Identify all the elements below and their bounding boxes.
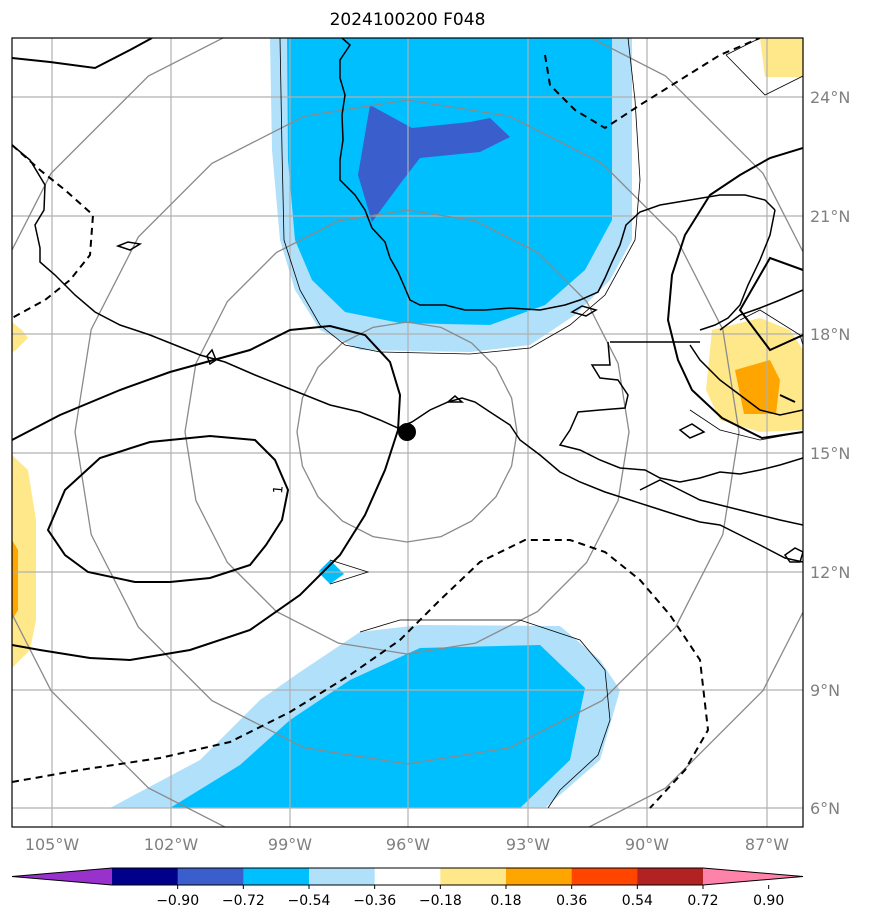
negative-anomaly-south [170,645,585,808]
colorbar-swatch [309,868,376,885]
range-ring [296,321,518,543]
positive-contours [12,38,803,662]
colorbar-swatch [506,868,573,885]
lat-label: 21°N [810,207,850,226]
lat-label: 15°N [810,444,850,463]
colorbar-tick-label: −0.72 [222,893,265,909]
lat-axis-labels: 24°N 21°N 18°N 15°N 12°N 9°N 6°N [810,88,850,818]
colorbar-tick-label: 0.54 [622,893,653,909]
colorbar-extend-high [703,868,803,885]
colorbar-swatch [374,868,441,885]
colorbar-tick-label: 0.36 [556,893,587,909]
colorbar-swatch [440,868,507,885]
colorbar-swatch [637,868,704,885]
map-plot-area: 1 [12,38,803,827]
map-frame [11,37,804,828]
colorbar-tick-label: 0.72 [687,893,718,909]
lon-label: 87°W [745,835,789,854]
lat-label: 18°N [810,325,850,344]
colorbar-outline [11,867,804,886]
positive-anomaly-northeast [760,38,803,77]
colorbar-tick-label: −0.36 [353,893,396,909]
colorbar-swatch [112,868,179,885]
lon-label: 90°W [625,835,669,854]
lat-label: 24°N [810,88,850,107]
colorbar-swatch [243,868,310,885]
range-ring [184,209,630,655]
negative-anomaly-north [287,38,612,325]
lon-label: 102°W [144,835,199,854]
positive-anomaly-west-core [12,540,18,620]
lon-label: 105°W [25,835,80,854]
colorbar-tick-label: −0.90 [156,893,199,909]
range-ring [74,99,740,765]
positive-anomaly-west [12,455,36,668]
negative-contours [12,38,761,809]
lon-label: 93°W [506,835,550,854]
lon-axis-labels: 105°W 102°W 99°W 96°W 93°W 90°W 87°W [25,835,789,854]
colorbar: −0.90 −0.72 −0.54 −0.36 −0.18 0.18 0.36 0.54 0.7… [11,867,804,909]
colorbar-tick-label: 0.18 [490,893,521,909]
positive-anomaly-westedge-small [12,322,28,352]
storm-center-marker [398,423,416,441]
colorbar-tick-label: −0.54 [288,893,331,909]
colorbar-swatch [177,868,244,885]
lon-label: 96°W [386,835,430,854]
negative-anomaly-north-core [358,105,510,222]
colorbar-swatch [571,868,638,885]
colorbar-extend-low [12,868,112,885]
lon-label: 99°W [268,835,312,854]
range-ring [12,38,803,827]
colorbar-tick-label: −0.18 [419,893,462,909]
lat-label: 9°N [810,681,840,700]
range-rings [12,38,803,827]
lat-label: 6°N [810,799,840,818]
contour-label: 1 [271,485,287,495]
lat-label: 12°N [810,563,850,582]
colorbar-tick-label: 0.90 [753,893,784,909]
map-title: 2024100200 F048 [329,10,486,30]
